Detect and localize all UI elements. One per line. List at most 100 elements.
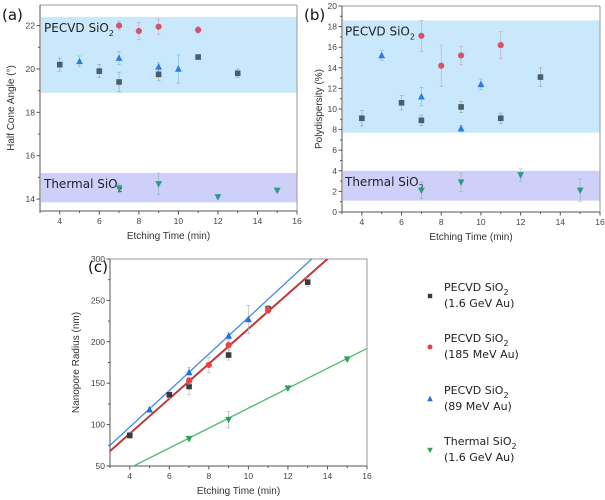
x-tick-label: 14 bbox=[253, 216, 263, 226]
data-point bbox=[115, 54, 123, 61]
x-axis-title: Etching Time (min) bbox=[197, 486, 280, 497]
band-label-text: PECVD SiO bbox=[44, 21, 109, 35]
x-tick-label: 8 bbox=[206, 471, 211, 481]
x-tick-label: 6 bbox=[97, 216, 102, 226]
panel-a: PECVD SiO2 Thermal SiO 2 4 6 8 10 12 14 16 14 16 18 2… bbox=[2, 4, 302, 242]
legend-item: PECVD SiO2(89 MeV Au) bbox=[427, 384, 512, 413]
x-tick-label: 10 bbox=[244, 471, 254, 481]
legend-label-subscript: 2 bbox=[503, 339, 508, 348]
series-circle bbox=[115, 18, 202, 41]
data-point bbox=[195, 54, 201, 60]
data-point bbox=[205, 361, 212, 369]
series-triangle-up bbox=[146, 304, 252, 413]
legend-marker bbox=[427, 293, 433, 299]
legend-label-line2: (1.6 GeV Au) bbox=[444, 297, 514, 310]
legend-label-line1: PECVD SiO2 bbox=[444, 384, 509, 400]
x-tick-label: 12 bbox=[283, 471, 293, 481]
fit-line bbox=[110, 259, 329, 452]
x-tick-label: 4 bbox=[359, 217, 364, 227]
x-tick-label: 4 bbox=[57, 216, 62, 226]
legend-marker bbox=[427, 447, 433, 454]
y-tick-label: 10 bbox=[328, 104, 338, 114]
band-thermal bbox=[343, 170, 600, 201]
y-tick-label: 16 bbox=[26, 151, 36, 161]
series-circle bbox=[185, 306, 272, 385]
x-tick-label: 16 bbox=[595, 217, 605, 227]
y-tick-label: 12 bbox=[328, 83, 338, 93]
x-tick-label: 16 bbox=[292, 216, 302, 226]
y-axis-title: Half Cone Angle (°) bbox=[6, 65, 17, 151]
legend-item: Thermal SiO2(1.6 GeV Au) bbox=[427, 435, 517, 464]
data-point bbox=[174, 65, 182, 72]
data-point bbox=[225, 416, 233, 424]
data-point bbox=[304, 279, 311, 285]
data-point bbox=[155, 23, 162, 30]
data-point bbox=[244, 315, 252, 323]
data-point bbox=[537, 74, 544, 80]
y-tick-label: 200 bbox=[91, 337, 105, 347]
data-point bbox=[225, 342, 232, 349]
y-tick-label: 18 bbox=[328, 22, 338, 32]
data-point bbox=[166, 391, 173, 398]
band-label-text: Thermal SiO bbox=[344, 175, 419, 189]
legend-label-line2: (89 MeV Au) bbox=[444, 400, 512, 413]
data-point bbox=[457, 124, 465, 132]
y-tick-label: 16 bbox=[328, 42, 338, 52]
band-label-pecvd: PECVD SiO2 bbox=[44, 21, 114, 38]
panel-label: (b) bbox=[304, 6, 325, 24]
x-axis-title: Etching Time (min) bbox=[127, 231, 210, 242]
data-point bbox=[458, 104, 464, 110]
y-tick-label: 18 bbox=[26, 107, 36, 117]
legend-label-line2: (1.6 GeV Au) bbox=[444, 451, 514, 464]
data-point bbox=[378, 51, 386, 59]
legend-label-subscript: 2 bbox=[503, 391, 508, 400]
series-triangle-down bbox=[417, 168, 584, 203]
data-point bbox=[155, 181, 163, 188]
x-tick-label: 6 bbox=[399, 217, 404, 227]
y-axis-title: Polydispersity (%) bbox=[314, 69, 325, 149]
fit-line bbox=[133, 347, 367, 466]
data-point bbox=[146, 405, 153, 413]
legend: PECVD SiO2(1.6 GeV Au)PECVD SiO2(185 MeV… bbox=[427, 281, 519, 464]
y-tick-label: 22 bbox=[26, 21, 36, 31]
series-square bbox=[359, 67, 544, 127]
x-tick-label: 16 bbox=[362, 471, 372, 481]
series-triangle-up bbox=[378, 49, 485, 133]
fit-line bbox=[110, 259, 313, 446]
legend-label-subscript: 2 bbox=[512, 442, 517, 451]
panel-label: (c) bbox=[88, 258, 108, 276]
legend-marker bbox=[427, 395, 433, 402]
panel-c: 4 6 8 10 12 14 16 50 100 150 200 250 300 Etching Time… bbox=[71, 254, 519, 497]
y-tick-label: 6 bbox=[332, 145, 337, 155]
legend-label-subscript: 2 bbox=[503, 288, 508, 297]
data-point bbox=[284, 385, 292, 392]
band-label-subscript: 2 bbox=[109, 29, 114, 38]
series-triangle-down bbox=[185, 356, 351, 443]
data-point bbox=[517, 172, 525, 179]
data-point bbox=[418, 32, 425, 39]
x-tick-label: 10 bbox=[476, 217, 486, 227]
legend-label-line1: PECVD SiO2 bbox=[444, 281, 509, 297]
data-point bbox=[76, 57, 83, 65]
data-point bbox=[418, 117, 425, 124]
data-point bbox=[116, 79, 122, 85]
data-point bbox=[359, 115, 365, 122]
y-tick-label: 8 bbox=[332, 125, 337, 135]
data-point bbox=[457, 52, 465, 59]
x-axis-title: Etching Time (min) bbox=[429, 232, 512, 243]
data-point bbox=[273, 187, 281, 195]
data-point bbox=[234, 70, 241, 77]
legend-item: PECVD SiO2(1.6 GeV Au) bbox=[427, 281, 514, 310]
y-tick-label: 100 bbox=[91, 420, 105, 430]
series-square bbox=[56, 54, 241, 93]
y-tick-label: 4 bbox=[332, 166, 337, 176]
band-label-subscript: 2 bbox=[410, 32, 415, 41]
legend-label-line1: PECVD SiO2 bbox=[444, 332, 509, 348]
band-label-text: Thermal SiO bbox=[43, 177, 118, 191]
series-triangle-down bbox=[115, 172, 281, 201]
data-point bbox=[417, 92, 425, 100]
y-tick-label: 0 bbox=[332, 207, 337, 217]
series-triangle-up bbox=[76, 51, 182, 84]
legend-marker bbox=[427, 344, 433, 350]
